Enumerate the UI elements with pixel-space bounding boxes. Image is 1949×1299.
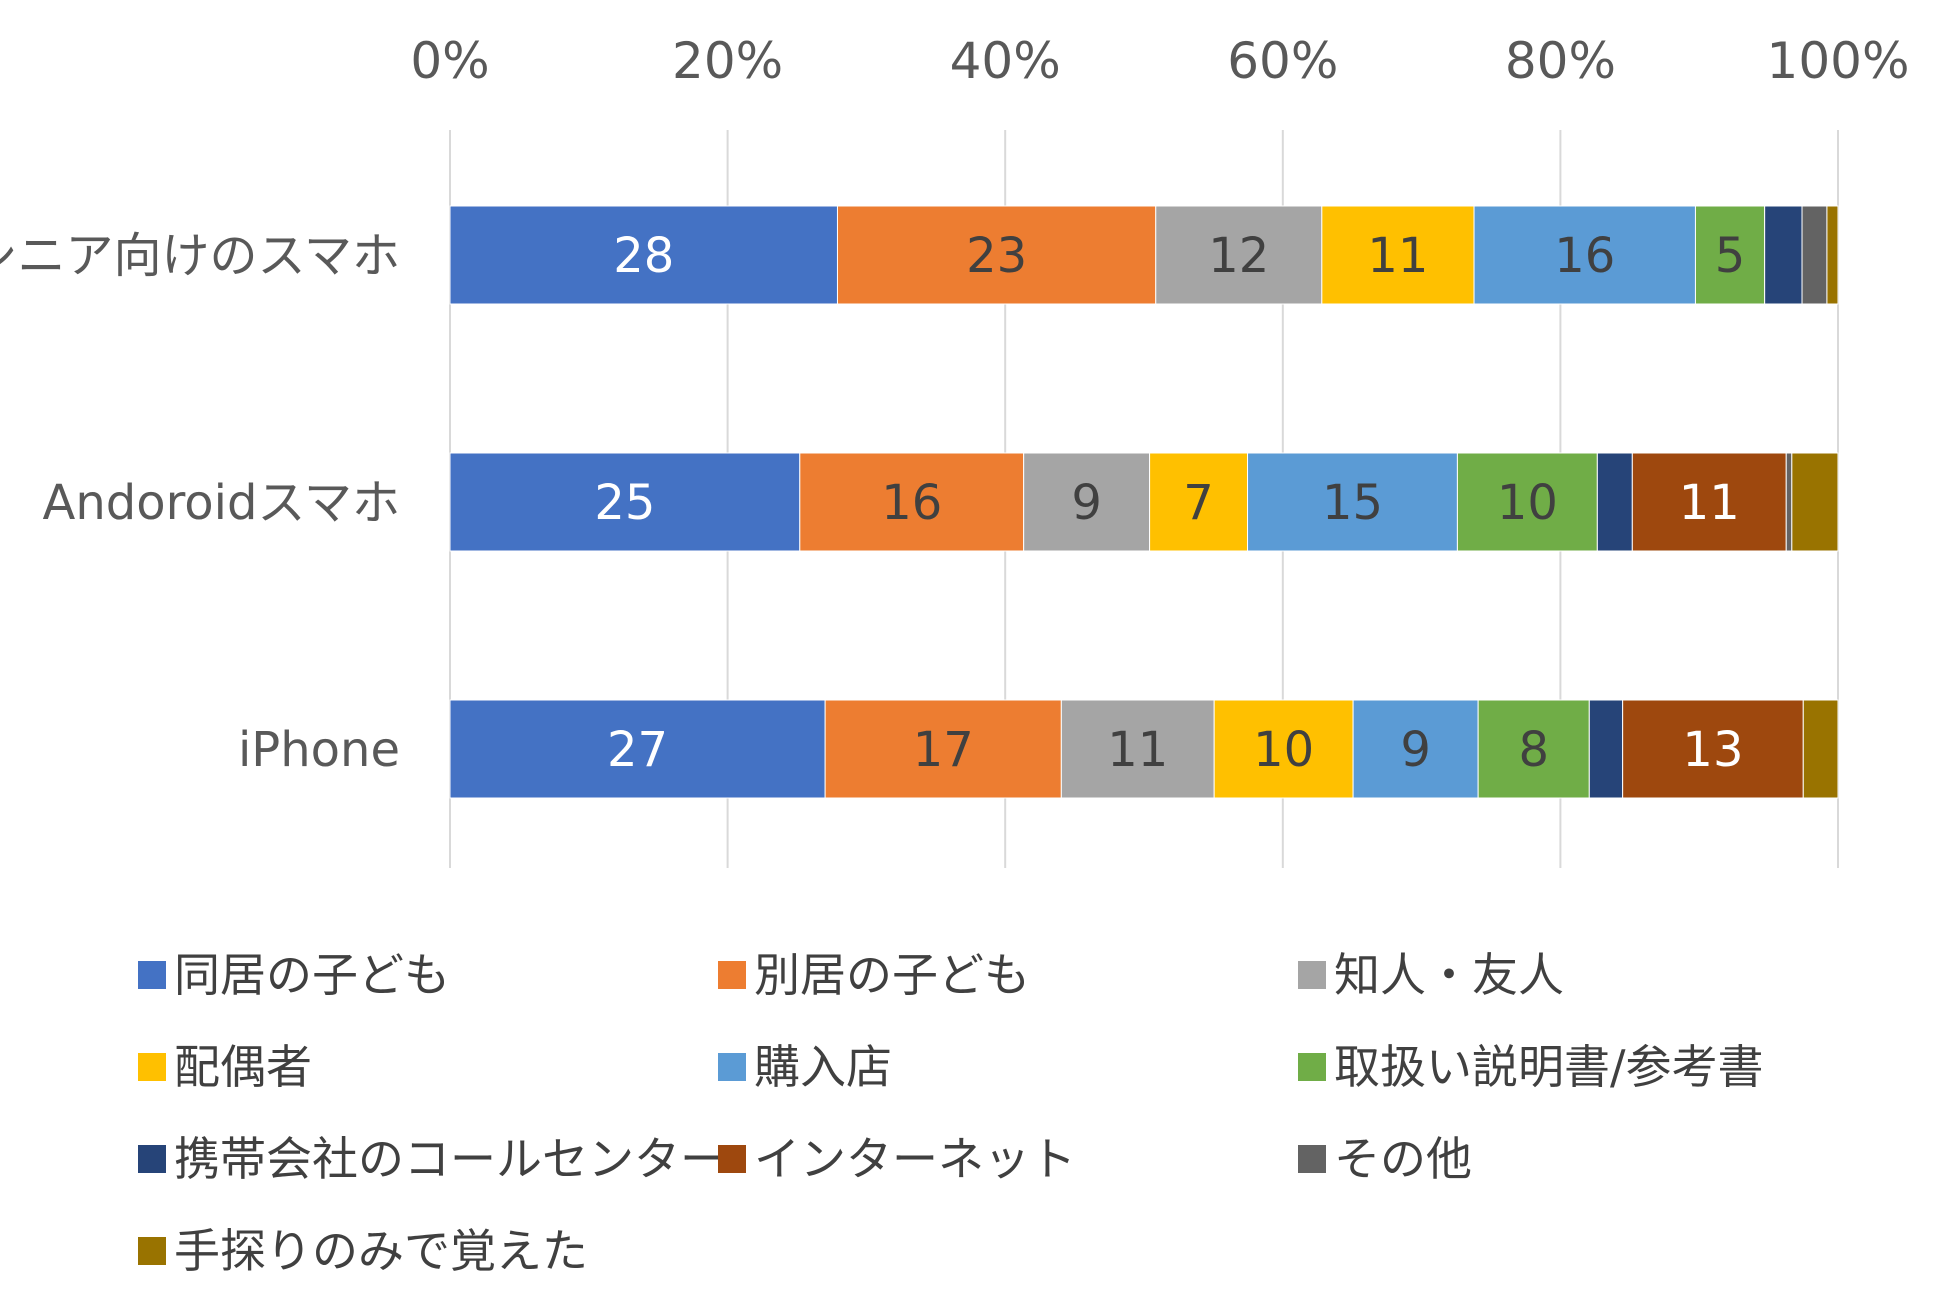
bar-segment — [1622, 699, 1804, 799]
bar-segment — [1352, 699, 1479, 799]
data-label: 25 — [594, 475, 655, 531]
data-label: 15 — [1322, 475, 1383, 531]
legend-label: その他 — [1334, 1132, 1472, 1186]
data-label: 11 — [1107, 722, 1168, 778]
bar-segment — [1802, 699, 1839, 799]
bar-segment — [449, 452, 801, 552]
bar-segment — [799, 452, 1025, 552]
category-label: Andoroidスマホ — [42, 475, 400, 531]
bar-segment — [1694, 205, 1766, 305]
bar-segment — [1023, 452, 1151, 552]
legend-label: 取扱い説明書/参考書 — [1334, 1040, 1764, 1094]
legend-label: 手探りのみで覚えた — [174, 1224, 588, 1278]
data-label: 17 — [913, 722, 974, 778]
legend-swatch — [138, 961, 166, 989]
legend-swatch — [138, 1145, 166, 1173]
bar-segment — [1596, 452, 1633, 552]
bar-segment — [1456, 452, 1598, 552]
bar-segment — [1247, 452, 1458, 552]
data-label: 27 — [607, 722, 668, 778]
data-label: 11 — [1679, 475, 1740, 531]
bar-segment — [1631, 452, 1787, 552]
legend-label: インターネット — [754, 1132, 1076, 1186]
legend-swatch — [718, 961, 746, 989]
data-label: 16 — [881, 475, 942, 531]
bar-segment — [1473, 205, 1696, 305]
bar-segment — [1791, 452, 1839, 552]
bar-segment — [1321, 205, 1475, 305]
category-label: シニア向けのスマホ — [0, 228, 400, 284]
bar-segment — [1149, 452, 1249, 552]
bar-segment — [1785, 452, 1793, 552]
legend-swatch — [138, 1053, 166, 1081]
legend-swatch — [718, 1145, 746, 1173]
data-label: 10 — [1497, 475, 1558, 531]
legend-label: 知人・友人 — [1334, 948, 1564, 1002]
data-label: 7 — [1183, 475, 1214, 531]
data-label: 9 — [1400, 722, 1431, 778]
bar-segment — [1588, 699, 1624, 799]
data-label: 5 — [1715, 228, 1746, 284]
x-tick-label: 100% — [1767, 32, 1910, 90]
category-axis-labels: シニア向けのスマホ Andoroidスマホ iPhone — [0, 228, 400, 778]
x-tick-label: 80% — [1505, 32, 1616, 90]
legend-label: 同居の子ども — [174, 948, 450, 1002]
legend-label: 携帯会社のコールセンター — [174, 1132, 726, 1186]
data-label: 8 — [1518, 722, 1549, 778]
x-tick-label: 0% — [410, 32, 489, 90]
x-axis-tick-labels: 0% 20% 40% 60% 80% 100% — [410, 32, 1909, 90]
legend-label: 配偶者 — [174, 1040, 312, 1094]
bar-segment — [449, 699, 826, 799]
category-label: iPhone — [238, 722, 400, 778]
legend-label: 別居の子ども — [754, 948, 1030, 1002]
legend-swatch — [138, 1237, 166, 1265]
legend-label: 購入店 — [754, 1040, 892, 1094]
bar-segment — [449, 205, 838, 305]
data-label: 28 — [613, 228, 674, 284]
bar-segments — [449, 205, 1839, 799]
legend-swatch — [1298, 1145, 1326, 1173]
legend-swatch — [718, 1053, 746, 1081]
bar-segment — [1155, 205, 1323, 305]
x-tick-label: 20% — [672, 32, 783, 90]
data-label: 12 — [1208, 228, 1269, 284]
bar-segment — [1801, 205, 1828, 305]
data-label: 11 — [1367, 228, 1428, 284]
legend-swatch — [1298, 1053, 1326, 1081]
x-tick-label: 40% — [950, 32, 1061, 90]
x-tick-label: 60% — [1227, 32, 1338, 90]
data-label: 16 — [1554, 228, 1615, 284]
bar-segment — [1826, 205, 1839, 305]
bar-segment — [1213, 699, 1354, 799]
data-label: 9 — [1071, 475, 1102, 531]
bar-segment — [1764, 205, 1803, 305]
legend-swatch — [1298, 961, 1326, 989]
data-label: 10 — [1253, 722, 1314, 778]
data-label: 13 — [1682, 722, 1743, 778]
data-labels: 28 23 12 11 16 5 25 16 9 7 15 10 11 27 17 11 10 9 8 13 — [594, 228, 1745, 778]
data-label: 23 — [966, 228, 1027, 284]
